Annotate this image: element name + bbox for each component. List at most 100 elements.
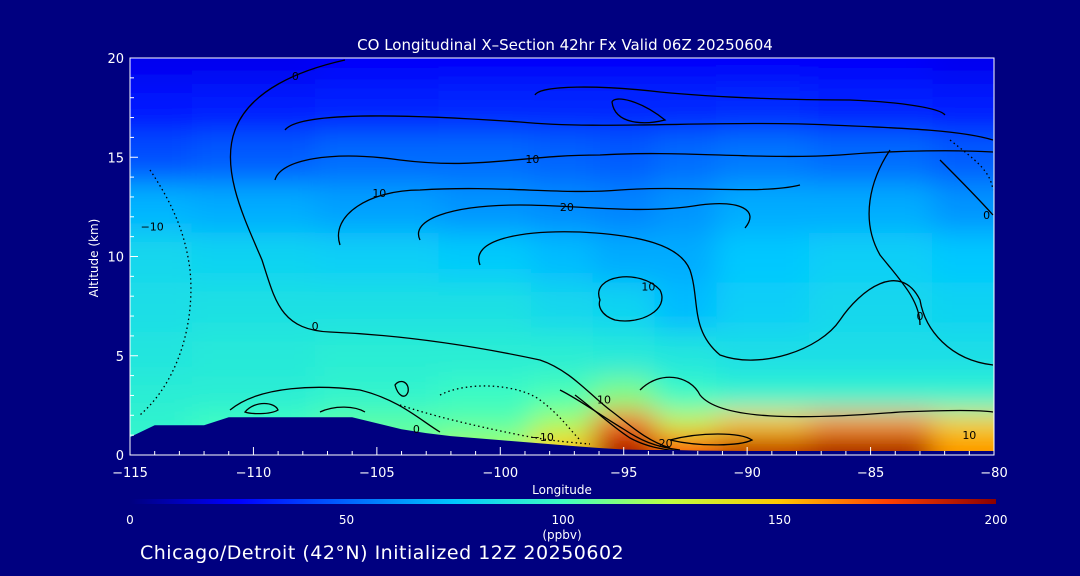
field-cell <box>130 281 193 332</box>
x-tick-label: −85 <box>857 466 884 481</box>
contour-label: −10 <box>531 431 554 444</box>
x-tick-label: −115 <box>112 466 148 481</box>
field-cell <box>531 410 594 437</box>
field-cell <box>808 182 934 233</box>
field-cell <box>808 58 934 84</box>
contour-label: 0 <box>916 310 923 323</box>
y-axis-label: Altitude (km) <box>87 219 101 298</box>
field-cell <box>592 410 656 437</box>
field-cell <box>592 281 656 332</box>
field-cell <box>716 82 810 134</box>
contour-line <box>274 150 994 181</box>
field-cell <box>531 58 594 84</box>
contour-label: 0 <box>312 320 319 333</box>
contour-line <box>639 376 994 418</box>
terrain-mask <box>130 417 994 455</box>
field-cell <box>808 231 934 283</box>
colorbar-gradient <box>130 499 996 504</box>
co-contour-lines <box>139 59 994 453</box>
y-tick-label: 20 <box>107 52 124 67</box>
contour-label: 20 <box>659 437 673 450</box>
y-tick-label: 15 <box>107 151 124 166</box>
field-cell <box>315 330 440 377</box>
contour-line <box>478 231 994 366</box>
contour-label: 10 <box>525 153 539 166</box>
field-cell <box>438 281 533 332</box>
field-cell <box>191 58 317 84</box>
field-cell <box>315 375 440 412</box>
field-cell <box>932 182 994 233</box>
field-cell <box>932 58 994 84</box>
contour-line <box>439 385 581 441</box>
contour-line <box>417 203 751 241</box>
contour-line <box>534 86 946 116</box>
contour-label: 10 <box>597 393 611 406</box>
field-cell <box>932 410 994 437</box>
field-cell <box>932 281 994 332</box>
field-cell <box>932 231 994 283</box>
field-cell <box>438 330 533 377</box>
contour-label: 10 <box>962 429 976 442</box>
field-cell <box>716 410 810 437</box>
field-cell <box>531 375 594 412</box>
x-tick-label: −110 <box>236 466 272 481</box>
field-cell <box>716 58 810 84</box>
contour-line <box>229 386 441 433</box>
field-cell <box>130 375 193 412</box>
field-cell <box>654 82 718 134</box>
colorbar-tick-label: 200 <box>985 513 1008 527</box>
contour-line <box>229 59 671 449</box>
field-cell <box>531 330 594 377</box>
contour-label: 0 <box>983 209 990 222</box>
contour-label: 0 <box>292 70 299 83</box>
field-cell <box>531 231 594 283</box>
field-cell <box>716 231 810 283</box>
field-cell <box>315 82 440 134</box>
contour-line <box>669 433 754 446</box>
contour-line <box>139 169 192 416</box>
field-cell <box>932 375 994 412</box>
x-tick-label: −100 <box>482 466 518 481</box>
contour-label: 10 <box>641 280 655 293</box>
colorbar: 0 50 100 150 200 (ppbv) <box>126 499 1007 542</box>
run-info-footer: Chicago/Detroit (42°N) Initialized 12Z 2… <box>140 542 625 564</box>
x-tick-label: −90 <box>733 466 760 481</box>
field-cell <box>130 330 193 377</box>
field-cell <box>932 330 994 377</box>
x-tick-label: −105 <box>359 466 395 481</box>
field-cell <box>438 82 533 134</box>
contour-line <box>243 402 279 415</box>
contour-line <box>868 149 921 326</box>
field-cell <box>654 231 718 283</box>
contour-line <box>598 276 663 322</box>
field-cell <box>191 182 317 233</box>
field-cell <box>438 231 533 283</box>
contour-line <box>574 394 691 453</box>
field-cell <box>716 330 810 377</box>
field-cell <box>716 182 810 233</box>
contour-line <box>319 406 366 413</box>
plot-area: 0 10 10 20 −10 0 10 0 0 10 0 −10 20 10 <box>130 58 994 455</box>
field-cell <box>315 231 440 283</box>
field-cell <box>130 82 193 134</box>
field-cell <box>932 435 994 455</box>
contour-label: −10 <box>141 221 164 234</box>
field-cell <box>716 375 810 412</box>
field-cell <box>592 231 656 283</box>
field-cell <box>130 132 193 184</box>
contour-labels: 0 10 10 20 −10 0 10 0 0 10 0 −10 20 10 <box>141 70 990 450</box>
colorbar-unit-label: (ppbv) <box>542 528 581 542</box>
contour-line <box>559 389 681 451</box>
y-tick-label: 0 <box>116 449 124 464</box>
contour-line <box>394 380 409 397</box>
field-cell <box>808 375 934 412</box>
field-cell <box>654 410 718 437</box>
field-cell <box>716 281 810 332</box>
field-cell <box>808 132 934 184</box>
field-cell <box>315 281 440 332</box>
field-cell <box>191 82 317 134</box>
field-cell <box>130 182 193 233</box>
field-cell <box>654 330 718 377</box>
field-cell <box>130 231 193 283</box>
